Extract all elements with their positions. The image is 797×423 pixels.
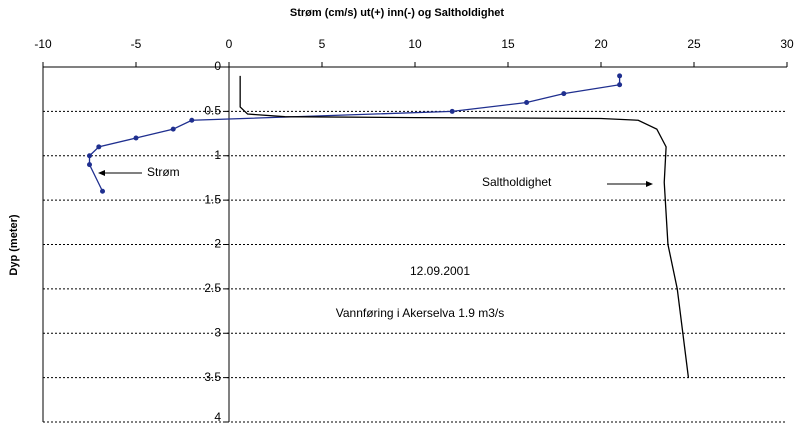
x-tick-label: 25 xyxy=(687,37,701,51)
marker xyxy=(561,91,567,97)
arrow-head xyxy=(98,170,105,176)
chart-title: Strøm (cm/s) ut(+) inn(-) og Saltholdigh… xyxy=(290,7,505,19)
marker xyxy=(170,126,176,132)
x-tick-label: 10 xyxy=(408,37,422,51)
y-tick-label: 1.5 xyxy=(204,192,221,206)
x-tick-label: -5 xyxy=(131,37,142,51)
marker xyxy=(87,153,92,159)
y-tick-label: 4 xyxy=(214,410,221,423)
marker xyxy=(449,108,455,114)
x-tick-label: -10 xyxy=(34,37,52,51)
y-tick-label: 2 xyxy=(214,237,221,251)
series-label: Strøm xyxy=(147,165,180,179)
y-tick-label: 1 xyxy=(214,148,221,162)
x-tick-label: 5 xyxy=(319,37,326,51)
x-tick-label: 20 xyxy=(594,37,608,51)
marker xyxy=(87,162,92,168)
x-tick-label: 0 xyxy=(226,37,233,51)
x-tick-label: 15 xyxy=(501,37,515,51)
series-label: Saltholdighet xyxy=(482,175,552,189)
y-tick-label: 3 xyxy=(214,325,221,339)
marker xyxy=(133,135,139,141)
y-tick-label: 0.5 xyxy=(204,104,221,118)
y-tick-label: 0 xyxy=(214,59,221,73)
x-tick-label: 30 xyxy=(780,37,794,51)
y-tick-label: 2.5 xyxy=(204,281,221,295)
annotation: Vannføring i Akerselva 1.9 m3/s xyxy=(336,306,505,320)
y-axis-title: Dyp (meter) xyxy=(8,214,20,275)
y-tick-label: 3.5 xyxy=(204,370,221,384)
marker xyxy=(617,82,623,88)
marker xyxy=(96,144,102,150)
marker xyxy=(100,188,106,194)
marker xyxy=(189,117,195,123)
annotation: 12.09.2001 xyxy=(410,264,470,278)
marker xyxy=(617,73,623,79)
marker xyxy=(524,100,530,105)
series-line xyxy=(239,75,690,378)
arrow-head xyxy=(646,181,653,187)
